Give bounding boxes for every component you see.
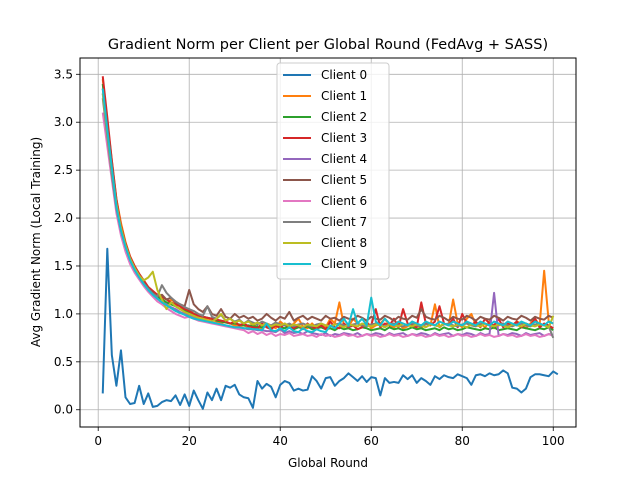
legend-label: Client 2 [321, 110, 367, 124]
legend-label: Client 7 [321, 215, 367, 229]
series-line-client-8 [101, 93, 555, 329]
x-tick-label: 40 [273, 434, 288, 448]
legend-label: Client 9 [321, 257, 367, 271]
legend-label: Client 1 [321, 89, 367, 103]
x-axis-label: Global Round [288, 456, 368, 470]
y-tick-label: 3.0 [54, 115, 73, 129]
series-lines [101, 76, 559, 410]
y-tick-label: 1.5 [54, 259, 73, 273]
legend-label: Client 4 [321, 152, 367, 166]
y-tick-label: 2.5 [54, 163, 73, 177]
chart-title: Gradient Norm per Client per Global Roun… [108, 37, 548, 53]
plot-area [101, 76, 559, 410]
x-tick-label: 60 [364, 434, 379, 448]
x-tick-label: 20 [182, 434, 197, 448]
y-tick-label: 0.5 [54, 355, 73, 369]
x-axis-ticks: 0 20 40 60 80 100 [94, 427, 565, 448]
legend-label: Client 8 [321, 236, 367, 250]
legend-label: Client 3 [321, 131, 367, 145]
series-line-client-0 [101, 247, 559, 410]
x-tick-label: 80 [455, 434, 470, 448]
axes-frame [79, 57, 577, 428]
series-line-client-9 [101, 88, 554, 334]
legend-label: Client 5 [321, 173, 367, 187]
legend-label: Client 6 [321, 194, 367, 208]
legend: Client 0 Client 1 Client 2 Client 3 Client 4… [276, 62, 390, 280]
y-tick-label: 0.0 [54, 403, 73, 417]
series-line-client-6 [101, 112, 554, 338]
y-tick-label: 3.5 [54, 67, 73, 81]
legend-label: Client 0 [321, 68, 367, 82]
x-tick-label: 0 [94, 434, 102, 448]
y-tick-label: 1.0 [54, 307, 73, 321]
x-tick-label: 100 [542, 434, 565, 448]
y-axis-label: Avg Gradient Norm (Local Training) [29, 137, 43, 347]
y-axis-ticks: 0.0 0.5 1.0 1.5 2.0 2.5 3.0 3.5 [54, 67, 80, 417]
y-tick-label: 2.0 [54, 211, 73, 225]
